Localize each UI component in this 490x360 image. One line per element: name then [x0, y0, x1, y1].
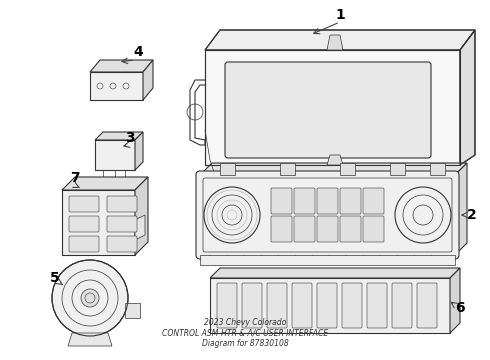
Polygon shape: [205, 50, 460, 165]
Polygon shape: [455, 163, 467, 255]
FancyBboxPatch shape: [267, 283, 287, 328]
Polygon shape: [135, 215, 145, 240]
FancyBboxPatch shape: [271, 188, 292, 214]
Polygon shape: [220, 163, 235, 175]
FancyBboxPatch shape: [317, 283, 337, 328]
FancyBboxPatch shape: [242, 283, 262, 328]
FancyBboxPatch shape: [340, 188, 361, 214]
Polygon shape: [390, 163, 405, 175]
Polygon shape: [200, 163, 467, 175]
Polygon shape: [327, 155, 343, 165]
Polygon shape: [90, 72, 143, 100]
Text: 5: 5: [50, 271, 60, 285]
Polygon shape: [340, 163, 355, 175]
FancyBboxPatch shape: [69, 216, 99, 232]
Polygon shape: [68, 333, 112, 346]
FancyBboxPatch shape: [107, 236, 137, 252]
FancyBboxPatch shape: [317, 188, 338, 214]
FancyBboxPatch shape: [69, 236, 99, 252]
Text: 3: 3: [125, 131, 135, 145]
Polygon shape: [125, 303, 140, 318]
FancyBboxPatch shape: [196, 171, 459, 259]
Polygon shape: [143, 60, 153, 100]
FancyBboxPatch shape: [363, 188, 384, 214]
Polygon shape: [430, 163, 445, 175]
FancyBboxPatch shape: [225, 62, 431, 158]
Polygon shape: [450, 268, 460, 333]
Polygon shape: [205, 30, 475, 50]
FancyBboxPatch shape: [69, 196, 99, 212]
Circle shape: [81, 289, 99, 307]
FancyBboxPatch shape: [363, 216, 384, 242]
Polygon shape: [135, 177, 148, 255]
Text: 2023 Chevy Colorado
CONTROL ASM-HTR & A/C USER INTERFACE
Diagram for 87830108: 2023 Chevy Colorado CONTROL ASM-HTR & A/…: [162, 318, 328, 348]
Text: 6: 6: [455, 301, 465, 315]
FancyBboxPatch shape: [367, 283, 387, 328]
Polygon shape: [280, 163, 295, 175]
Polygon shape: [200, 255, 455, 265]
FancyBboxPatch shape: [294, 216, 315, 242]
Polygon shape: [135, 132, 143, 170]
FancyBboxPatch shape: [217, 283, 237, 328]
FancyBboxPatch shape: [294, 188, 315, 214]
Polygon shape: [210, 268, 460, 278]
Polygon shape: [460, 30, 475, 165]
FancyBboxPatch shape: [317, 216, 338, 242]
FancyBboxPatch shape: [342, 283, 362, 328]
Polygon shape: [90, 60, 153, 72]
Text: 1: 1: [335, 8, 345, 22]
Polygon shape: [210, 278, 450, 333]
FancyBboxPatch shape: [271, 216, 292, 242]
FancyBboxPatch shape: [292, 283, 312, 328]
Text: 4: 4: [133, 45, 143, 59]
FancyBboxPatch shape: [392, 283, 412, 328]
Polygon shape: [95, 132, 143, 140]
Polygon shape: [327, 35, 343, 50]
FancyBboxPatch shape: [417, 283, 437, 328]
Polygon shape: [95, 140, 135, 170]
FancyBboxPatch shape: [107, 216, 137, 232]
FancyBboxPatch shape: [107, 196, 137, 212]
Text: 2: 2: [467, 208, 477, 222]
Circle shape: [52, 260, 128, 336]
Polygon shape: [62, 190, 135, 255]
Text: 7: 7: [70, 171, 80, 185]
Polygon shape: [62, 177, 148, 190]
FancyBboxPatch shape: [340, 216, 361, 242]
